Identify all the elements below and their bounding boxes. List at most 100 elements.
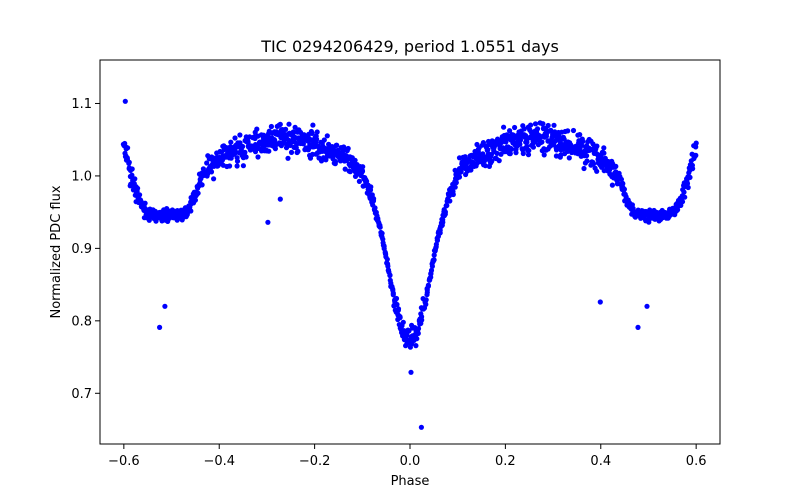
data-point: [553, 153, 560, 159]
data-point: [565, 128, 571, 134]
data-point: [521, 126, 527, 132]
axes-frame: [99, 59, 721, 445]
data-point: [681, 189, 687, 195]
data-point: [526, 147, 532, 154]
data-point: [192, 197, 198, 203]
data-point: [283, 126, 289, 132]
data-point: [360, 164, 366, 170]
data-point: [419, 314, 425, 320]
data-point: [234, 158, 241, 164]
data-point: [540, 121, 546, 127]
data-point: [580, 138, 586, 145]
data-point: [431, 257, 437, 263]
data-point: [517, 141, 523, 147]
data-point: [693, 144, 699, 150]
data-point: [433, 244, 439, 250]
data-point: [268, 123, 274, 130]
data-point: [647, 207, 653, 213]
data-point: [321, 137, 327, 143]
data-point: [685, 184, 691, 191]
data-point: [468, 167, 474, 173]
data-point: [424, 289, 430, 295]
data-point: [129, 166, 135, 172]
x-tick-label: −0.2: [299, 454, 331, 469]
data-point: [684, 180, 691, 187]
data-point: [543, 133, 550, 139]
data-point: [135, 185, 141, 191]
data-point: [489, 158, 495, 164]
data-point: [601, 150, 607, 156]
data-point: [507, 128, 513, 134]
data-point: [690, 166, 696, 172]
outlier-point: [635, 324, 641, 330]
data-point: [509, 146, 515, 152]
data-point: [323, 157, 329, 163]
data-point: [384, 256, 390, 262]
data-point: [494, 150, 500, 156]
data-point: [485, 147, 491, 153]
data-point: [314, 129, 320, 135]
data-point: [693, 152, 699, 158]
data-point: [352, 157, 358, 163]
data-point: [237, 132, 243, 138]
data-point: [300, 141, 306, 147]
data-point: [414, 336, 420, 342]
data-point: [334, 142, 340, 148]
data-point: [539, 139, 545, 145]
data-point: [406, 328, 412, 334]
outlier-point: [265, 219, 271, 225]
data-point: [204, 160, 210, 166]
data-point: [342, 166, 348, 172]
data-point: [498, 151, 504, 157]
y-axis: 0.7 0.8 0.9 1.0 1.1: [71, 97, 100, 402]
data-point: [195, 190, 201, 196]
data-point: [237, 140, 243, 146]
data-point: [579, 142, 585, 148]
data-point: [621, 186, 628, 192]
data-point: [372, 205, 378, 211]
x-tick-label: −0.6: [108, 454, 140, 469]
data-point: [153, 218, 159, 224]
data-point: [211, 176, 217, 182]
data-point: [444, 202, 450, 209]
data-point: [286, 121, 292, 127]
data-point: [227, 163, 233, 169]
data-point: [368, 184, 374, 190]
data-point: [314, 136, 320, 142]
data-point: [415, 326, 422, 332]
data-point: [532, 121, 539, 127]
data-point: [675, 207, 681, 213]
data-point: [447, 198, 453, 204]
data-point: [364, 178, 370, 184]
data-point: [525, 152, 532, 158]
data-point: [272, 146, 278, 152]
plot-area: [120, 98, 699, 430]
data-point: [324, 133, 330, 139]
data-point: [437, 227, 443, 233]
data-point: [397, 315, 403, 321]
data-point: [413, 343, 419, 349]
x-tick-label: 0.4: [590, 454, 611, 469]
data-point: [584, 153, 590, 159]
data-point: [380, 236, 386, 242]
data-point: [377, 224, 383, 230]
outlier-point: [157, 324, 163, 330]
outlier-point: [122, 98, 128, 104]
data-point: [551, 122, 557, 128]
data-point: [507, 151, 513, 157]
data-point: [425, 283, 431, 289]
data-point: [288, 149, 295, 155]
data-point: [581, 165, 587, 172]
data-point: [620, 181, 626, 187]
data-point: [390, 290, 396, 296]
data-point: [517, 137, 524, 143]
data-point: [682, 194, 688, 200]
data-point: [371, 196, 377, 202]
data-point: [266, 148, 272, 154]
y-tick-label: 1.1: [71, 97, 92, 112]
data-point: [228, 139, 234, 145]
data-point: [400, 319, 406, 325]
data-point: [277, 121, 283, 127]
data-point: [541, 152, 547, 158]
